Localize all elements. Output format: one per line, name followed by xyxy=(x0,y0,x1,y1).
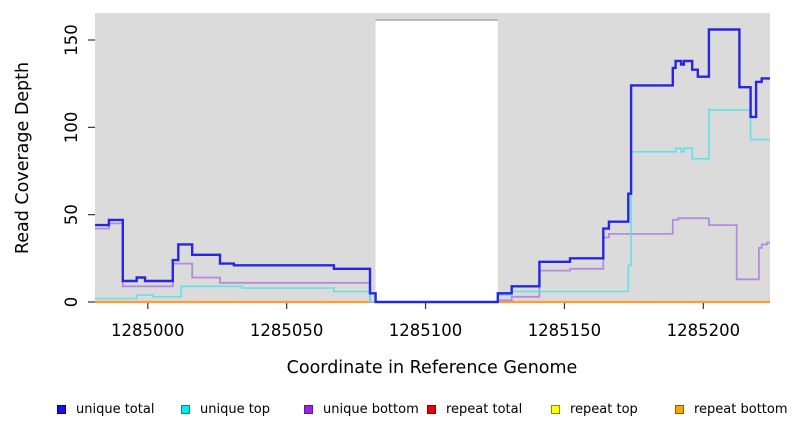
x-tick-label: 1285150 xyxy=(528,321,602,340)
x-tick-label: 1285200 xyxy=(667,321,741,340)
unique-top-swatch-icon xyxy=(181,404,190,414)
y-tick-label: 50 xyxy=(62,204,81,225)
series-line-unique-bottom xyxy=(95,217,770,303)
y-tick-label: 100 xyxy=(62,112,81,144)
repeat-total-swatch-icon xyxy=(427,404,436,414)
y-axis-title: Read Coverage Depth xyxy=(13,62,33,254)
legend-label: repeat bottom xyxy=(694,401,788,417)
legend-label: repeat top xyxy=(570,401,638,417)
coverage-chart: 1285000 1285050 1285100 1285150 1285200 0 50 10… xyxy=(13,13,770,378)
uncovered-region xyxy=(375,19,498,303)
legend-label: unique top xyxy=(200,401,271,417)
series-line-unique-total xyxy=(95,28,770,304)
legend-item-repeat-total: repeat total xyxy=(427,399,522,419)
series-line-unique-top xyxy=(95,109,770,303)
legend-label: repeat total xyxy=(446,401,523,417)
unique-total-swatch-icon xyxy=(57,404,66,414)
legend-item-unique-bottom: unique bottom xyxy=(304,399,419,419)
legend-item-unique-top: unique top xyxy=(181,399,270,419)
chart-dynamic-layer: 1285000 1285050 1285100 1285150 1285200 0 50 10… xyxy=(62,19,770,340)
repeat-top-swatch-icon xyxy=(551,404,560,414)
chart-legend: unique total unique top unique bottom re… xyxy=(0,399,792,421)
legend-label: unique total xyxy=(76,401,155,417)
repeat-bottom-swatch-icon xyxy=(675,404,684,414)
y-tick-label: 0 xyxy=(62,297,81,308)
unique-bottom-swatch-icon xyxy=(304,404,313,414)
x-tick-label: 1285100 xyxy=(389,321,463,340)
x-axis-title: Coordinate in Reference Genome xyxy=(287,358,578,378)
legend-label: unique bottom xyxy=(323,401,419,417)
y-tick-label: 150 xyxy=(62,24,81,56)
legend-item-unique-total: unique total xyxy=(57,399,154,419)
x-tick-label: 1285050 xyxy=(250,321,324,340)
legend-item-repeat-top: repeat top xyxy=(551,399,638,419)
legend-item-repeat-bottom: repeat bottom xyxy=(675,399,788,419)
x-tick-label: 1285000 xyxy=(111,321,185,340)
